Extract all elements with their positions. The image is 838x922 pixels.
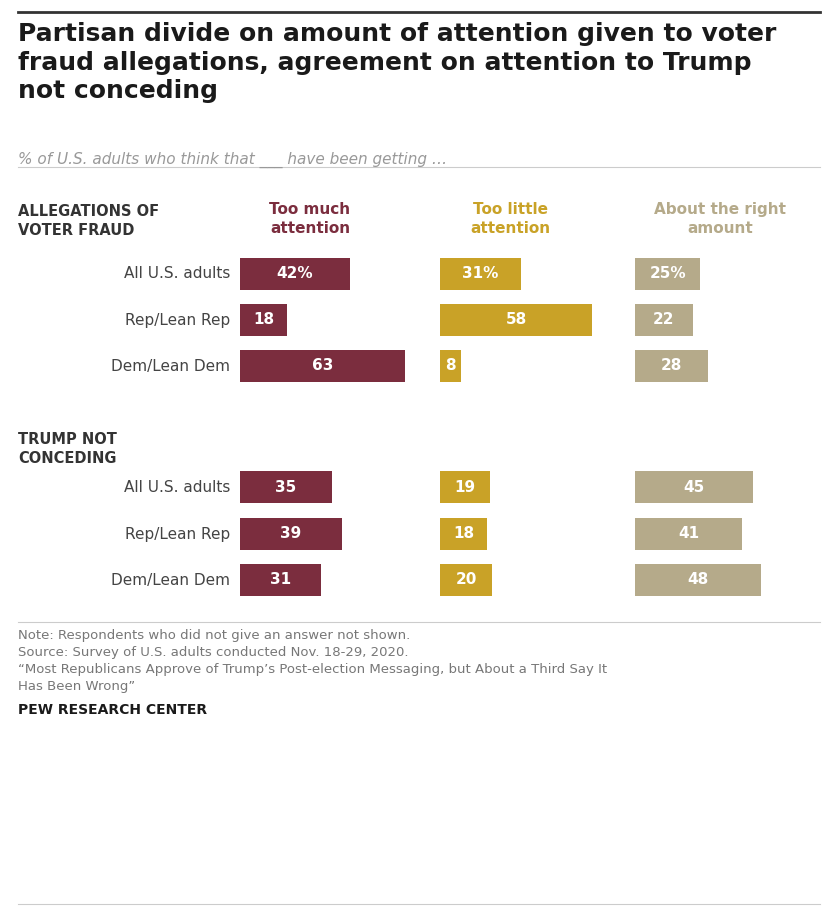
Text: Too much
attention: Too much attention (270, 202, 350, 236)
Bar (440, 258, 521, 290)
Text: 22: 22 (653, 313, 675, 327)
Text: All U.S. adults: All U.S. adults (124, 479, 230, 494)
Text: Rep/Lean Rep: Rep/Lean Rep (125, 526, 230, 541)
Text: Source: Survey of U.S. adults conducted Nov. 18-29, 2020.: Source: Survey of U.S. adults conducted … (18, 646, 408, 659)
Text: Too little
attention: Too little attention (470, 202, 550, 236)
Text: 19: 19 (454, 479, 475, 494)
Bar (240, 258, 350, 290)
Bar (440, 518, 487, 550)
Bar (635, 258, 701, 290)
Bar (240, 471, 332, 503)
Text: ALLEGATIONS OF
VOTER FRAUD: ALLEGATIONS OF VOTER FRAUD (18, 204, 159, 238)
Text: 39: 39 (281, 526, 302, 541)
Bar (240, 518, 342, 550)
Text: 63: 63 (312, 359, 334, 373)
Bar (635, 350, 708, 382)
Text: 45: 45 (683, 479, 705, 494)
Bar (240, 304, 287, 336)
Text: 41: 41 (678, 526, 699, 541)
Bar (440, 564, 493, 596)
Text: 35: 35 (275, 479, 297, 494)
Text: 8: 8 (445, 359, 456, 373)
Text: 20: 20 (456, 573, 477, 587)
Text: 48: 48 (687, 573, 708, 587)
Text: 58: 58 (505, 313, 526, 327)
Bar (440, 471, 489, 503)
Text: 31: 31 (270, 573, 291, 587)
Text: Partisan divide on amount of attention given to voter
fraud allegations, agreeme: Partisan divide on amount of attention g… (18, 22, 776, 103)
Text: Dem/Lean Dem: Dem/Lean Dem (111, 573, 230, 587)
Text: TRUMP NOT
CONCEDING: TRUMP NOT CONCEDING (18, 432, 116, 466)
Bar (635, 304, 693, 336)
Bar (240, 564, 321, 596)
Bar (440, 350, 461, 382)
Bar (635, 564, 761, 596)
Text: PEW RESEARCH CENTER: PEW RESEARCH CENTER (18, 703, 207, 717)
Bar (635, 518, 742, 550)
Bar (635, 471, 753, 503)
Text: 42%: 42% (277, 266, 313, 281)
Text: 18: 18 (253, 313, 274, 327)
Text: Dem/Lean Dem: Dem/Lean Dem (111, 359, 230, 373)
Text: Note: Respondents who did not give an answer not shown.: Note: Respondents who did not give an an… (18, 629, 411, 642)
Text: 31%: 31% (463, 266, 499, 281)
Text: “Most Republicans Approve of Trump’s Post-election Messaging, but About a Third : “Most Republicans Approve of Trump’s Pos… (18, 663, 607, 676)
Text: 18: 18 (453, 526, 474, 541)
Text: All U.S. adults: All U.S. adults (124, 266, 230, 281)
Text: 25%: 25% (649, 266, 686, 281)
Bar (240, 350, 405, 382)
Bar (440, 304, 592, 336)
Text: 28: 28 (661, 359, 682, 373)
Text: % of U.S. adults who think that ___ have been getting …: % of U.S. adults who think that ___ have… (18, 152, 447, 168)
Text: Has Been Wrong”: Has Been Wrong” (18, 680, 135, 693)
Text: About the right
amount: About the right amount (654, 202, 786, 236)
Text: Rep/Lean Rep: Rep/Lean Rep (125, 313, 230, 327)
